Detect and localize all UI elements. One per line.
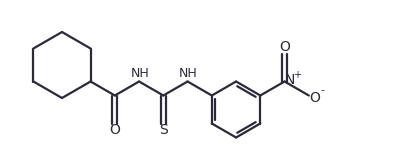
Text: O: O	[109, 123, 120, 137]
Text: O: O	[279, 40, 290, 54]
Text: N: N	[284, 72, 295, 86]
Text: O: O	[309, 91, 320, 105]
Text: -: -	[321, 86, 325, 96]
Text: S: S	[159, 123, 168, 137]
Text: +: +	[293, 70, 301, 80]
Text: NH: NH	[131, 67, 149, 80]
Text: NH: NH	[179, 67, 198, 80]
